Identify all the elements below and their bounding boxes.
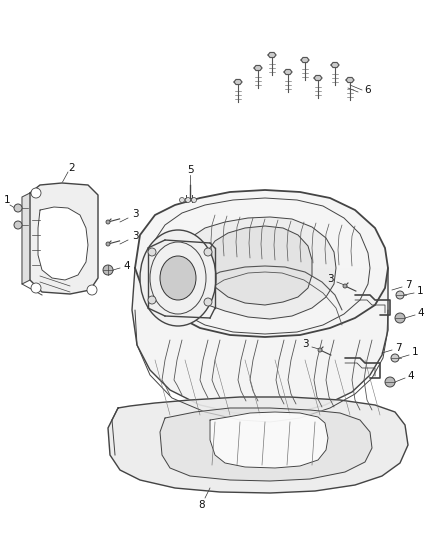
Circle shape <box>204 248 212 256</box>
Text: 4: 4 <box>408 371 414 381</box>
Circle shape <box>396 291 404 299</box>
Circle shape <box>103 265 113 275</box>
Polygon shape <box>254 66 262 70</box>
Text: 5: 5 <box>187 165 193 175</box>
Ellipse shape <box>160 256 196 300</box>
Text: 3: 3 <box>132 209 138 219</box>
Text: 4: 4 <box>124 261 131 271</box>
Polygon shape <box>108 397 408 493</box>
Circle shape <box>204 298 212 306</box>
Polygon shape <box>22 193 30 284</box>
Text: 4: 4 <box>418 308 424 318</box>
Text: 7: 7 <box>395 343 401 353</box>
Ellipse shape <box>140 230 216 326</box>
Text: 1: 1 <box>417 286 423 296</box>
Polygon shape <box>132 268 388 416</box>
Circle shape <box>318 348 322 352</box>
Text: 1: 1 <box>4 195 11 205</box>
Polygon shape <box>210 412 328 468</box>
Text: 7: 7 <box>405 280 411 290</box>
Circle shape <box>186 198 191 203</box>
Polygon shape <box>205 226 312 305</box>
Text: 3: 3 <box>327 274 333 284</box>
Circle shape <box>395 313 405 323</box>
Polygon shape <box>268 52 276 58</box>
Text: 8: 8 <box>199 500 205 510</box>
Polygon shape <box>331 62 339 68</box>
Circle shape <box>385 377 395 387</box>
Text: 6: 6 <box>365 85 371 95</box>
Circle shape <box>31 283 41 293</box>
Polygon shape <box>346 77 354 83</box>
Polygon shape <box>314 76 322 80</box>
Polygon shape <box>135 190 388 337</box>
Circle shape <box>106 220 110 224</box>
Circle shape <box>148 248 156 256</box>
Text: 2: 2 <box>69 163 75 173</box>
Circle shape <box>391 354 399 362</box>
Text: 3: 3 <box>302 339 308 349</box>
Polygon shape <box>38 207 88 280</box>
Circle shape <box>31 188 41 198</box>
Polygon shape <box>160 408 372 481</box>
Circle shape <box>14 221 22 229</box>
Polygon shape <box>30 183 98 294</box>
Circle shape <box>148 296 156 304</box>
Circle shape <box>14 204 22 212</box>
Circle shape <box>106 242 110 246</box>
Polygon shape <box>301 58 309 62</box>
Text: 3: 3 <box>132 231 138 241</box>
Circle shape <box>343 284 347 288</box>
Text: 1: 1 <box>412 347 418 357</box>
Polygon shape <box>284 69 292 75</box>
Circle shape <box>87 285 97 295</box>
Circle shape <box>191 198 197 203</box>
Polygon shape <box>178 217 336 319</box>
Circle shape <box>180 198 184 203</box>
Polygon shape <box>234 79 242 85</box>
